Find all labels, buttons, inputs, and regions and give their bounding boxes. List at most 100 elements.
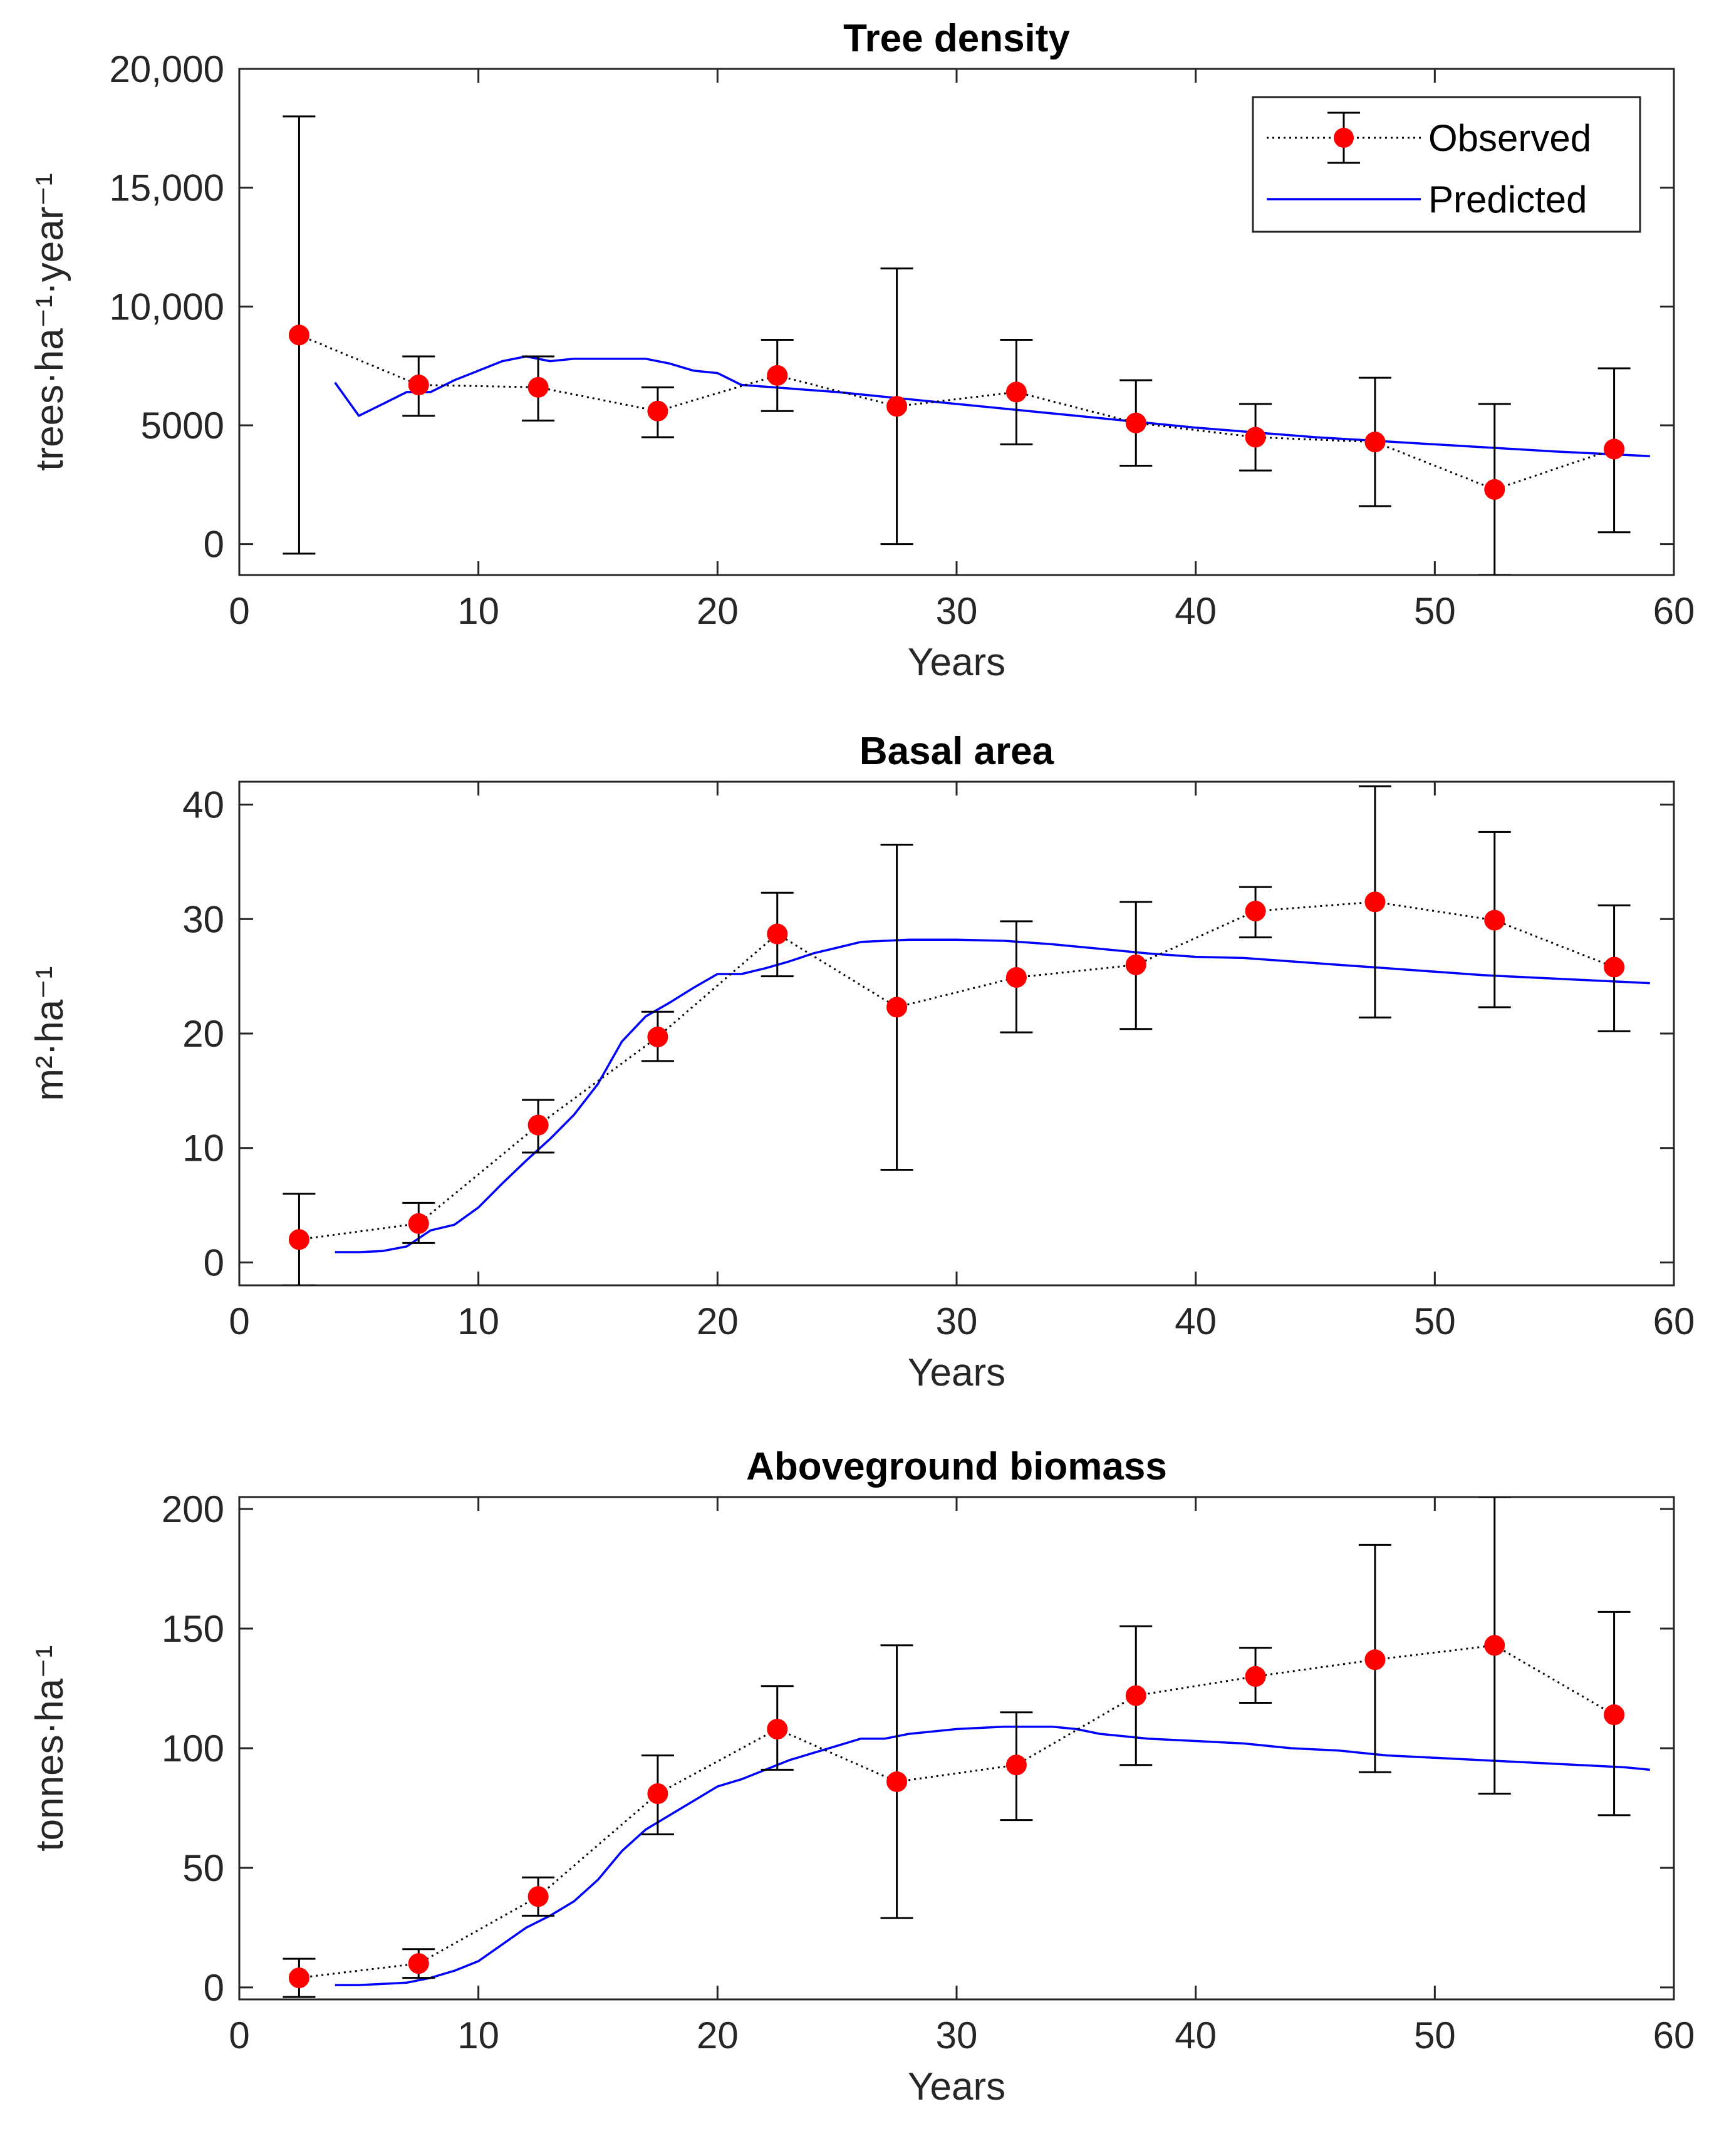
x-tick-label: 60 — [1653, 2014, 1695, 2056]
observed-point — [1125, 412, 1146, 433]
legend-label-observed: Observed — [1428, 117, 1591, 159]
x-tick-label: 40 — [1175, 590, 1217, 632]
observed-point — [288, 324, 309, 346]
chart-title: Basal area — [860, 730, 1054, 773]
observed-point — [408, 375, 429, 396]
observed-point — [1125, 954, 1146, 975]
x-tick-label: 0 — [229, 590, 249, 632]
x-tick-label: 30 — [936, 590, 978, 632]
y-tick-label: 150 — [162, 1608, 224, 1650]
plot-area — [283, 1497, 1650, 1998]
predicted-series-line — [335, 1725, 1650, 1986]
plot-frame — [238, 780, 1675, 1287]
x-tick-label: 10 — [457, 1300, 499, 1342]
x-tick-label: 40 — [1175, 2014, 1217, 2056]
y-axis-label: trees·ha⁻¹·year⁻¹ — [28, 173, 71, 470]
x-tick-label: 20 — [697, 2014, 739, 2056]
predicted-series-line — [334, 355, 1650, 458]
y-axis-label: m²·ha⁻¹ — [28, 966, 71, 1101]
chart-panel-1: Tree density 0 10 20 30 40 50 60 0 5000 10,000 15,0… — [28, 17, 1695, 684]
x-tick-label: 30 — [936, 1300, 978, 1342]
observed-point — [1484, 479, 1505, 500]
y-tick-label: 40 — [182, 784, 224, 826]
observed-point — [647, 1026, 668, 1047]
y-tick-label: 200 — [162, 1488, 224, 1530]
y-tick-label: 50 — [182, 1847, 224, 1889]
observed-point — [886, 1771, 908, 1792]
y-tick-label: 20,000 — [109, 48, 224, 90]
x-tick-label: 20 — [697, 1300, 739, 1342]
x-tick-label: 30 — [936, 2014, 978, 2056]
observed-point — [1364, 1649, 1386, 1671]
observed-series-line — [299, 901, 1615, 1241]
observed-point — [1604, 438, 1625, 460]
y-tick-label: 30 — [182, 898, 224, 940]
observed-point — [767, 365, 788, 386]
observed-point — [408, 1213, 429, 1234]
chart-title: Aboveground biomass — [746, 1445, 1167, 1488]
observed-point — [1364, 432, 1386, 453]
legend-box — [1252, 96, 1641, 233]
observed-point — [1125, 1685, 1146, 1706]
observed-point — [647, 1783, 668, 1805]
legend-observed-marker — [1334, 128, 1354, 148]
observed-point — [647, 400, 668, 422]
chart-panel-3: Aboveground biomass 0 10 20 30 40 50 60 0 50 100 15… — [28, 1445, 1695, 2108]
observed-point — [767, 923, 788, 945]
observed-point — [527, 376, 549, 398]
observed-point — [1245, 1666, 1266, 1687]
observed-point — [886, 997, 908, 1018]
chart-title: Tree density — [843, 17, 1070, 60]
legend: Observed Predicted — [1252, 96, 1641, 233]
x-tick-label: 60 — [1653, 1300, 1695, 1342]
y-tick-label: 0 — [204, 1241, 224, 1283]
x-tick-label: 50 — [1414, 590, 1456, 632]
observed-series-line — [298, 334, 1615, 490]
observed-point — [1005, 381, 1027, 403]
y-tick-label: 10 — [182, 1127, 224, 1169]
plot-area — [283, 785, 1650, 1285]
observed-point — [1005, 967, 1027, 988]
plot-frame — [238, 1496, 1675, 2001]
legend-label-predicted: Predicted — [1428, 179, 1587, 220]
x-axis-label: Years — [908, 1351, 1005, 1394]
x-tick-label: 60 — [1653, 590, 1695, 632]
y-axis-label: tonnes·ha⁻¹ — [28, 1645, 71, 1851]
observed-point — [1245, 427, 1266, 448]
x-tick-label: 40 — [1175, 1300, 1217, 1342]
observed-point — [288, 1967, 309, 1989]
x-tick-label: 50 — [1414, 2014, 1456, 2056]
observed-point — [1484, 1635, 1505, 1656]
observed-point — [1604, 1704, 1625, 1726]
observed-point — [767, 1718, 788, 1739]
y-tick-label: 15,000 — [109, 167, 224, 209]
y-tick-label: 5000 — [141, 405, 224, 447]
observed-point — [1005, 1754, 1027, 1776]
predicted-series-line — [335, 938, 1650, 1253]
y-tick-label: 10,000 — [109, 286, 224, 328]
observed-point — [527, 1114, 549, 1136]
x-axis-label: Years — [908, 641, 1005, 684]
observed-point — [1245, 900, 1266, 921]
x-tick-label: 0 — [229, 2014, 249, 2056]
observed-point — [886, 396, 908, 417]
y-tick-label: 0 — [204, 1967, 224, 2009]
observed-point — [527, 1886, 549, 1907]
y-tick-label: 20 — [182, 1013, 224, 1055]
observed-series-line — [299, 1644, 1615, 1979]
observed-point — [1604, 956, 1625, 978]
x-axis-label: Years — [908, 2065, 1005, 2108]
x-tick-label: 10 — [457, 590, 499, 632]
y-tick-label: 0 — [204, 524, 224, 566]
x-tick-label: 20 — [697, 590, 739, 632]
y-tick-label: 100 — [162, 1728, 224, 1770]
plot-area — [283, 115, 1650, 575]
chart-panel-2: Basal area 0 10 20 30 40 50 60 0 10 20 30 40 Years m²·… — [28, 730, 1695, 1394]
observed-point — [408, 1953, 429, 1974]
x-tick-label: 10 — [457, 2014, 499, 2056]
x-tick-label: 0 — [229, 1300, 249, 1342]
observed-point — [1364, 891, 1386, 913]
observed-point — [1484, 910, 1505, 931]
x-tick-label: 50 — [1414, 1300, 1456, 1342]
